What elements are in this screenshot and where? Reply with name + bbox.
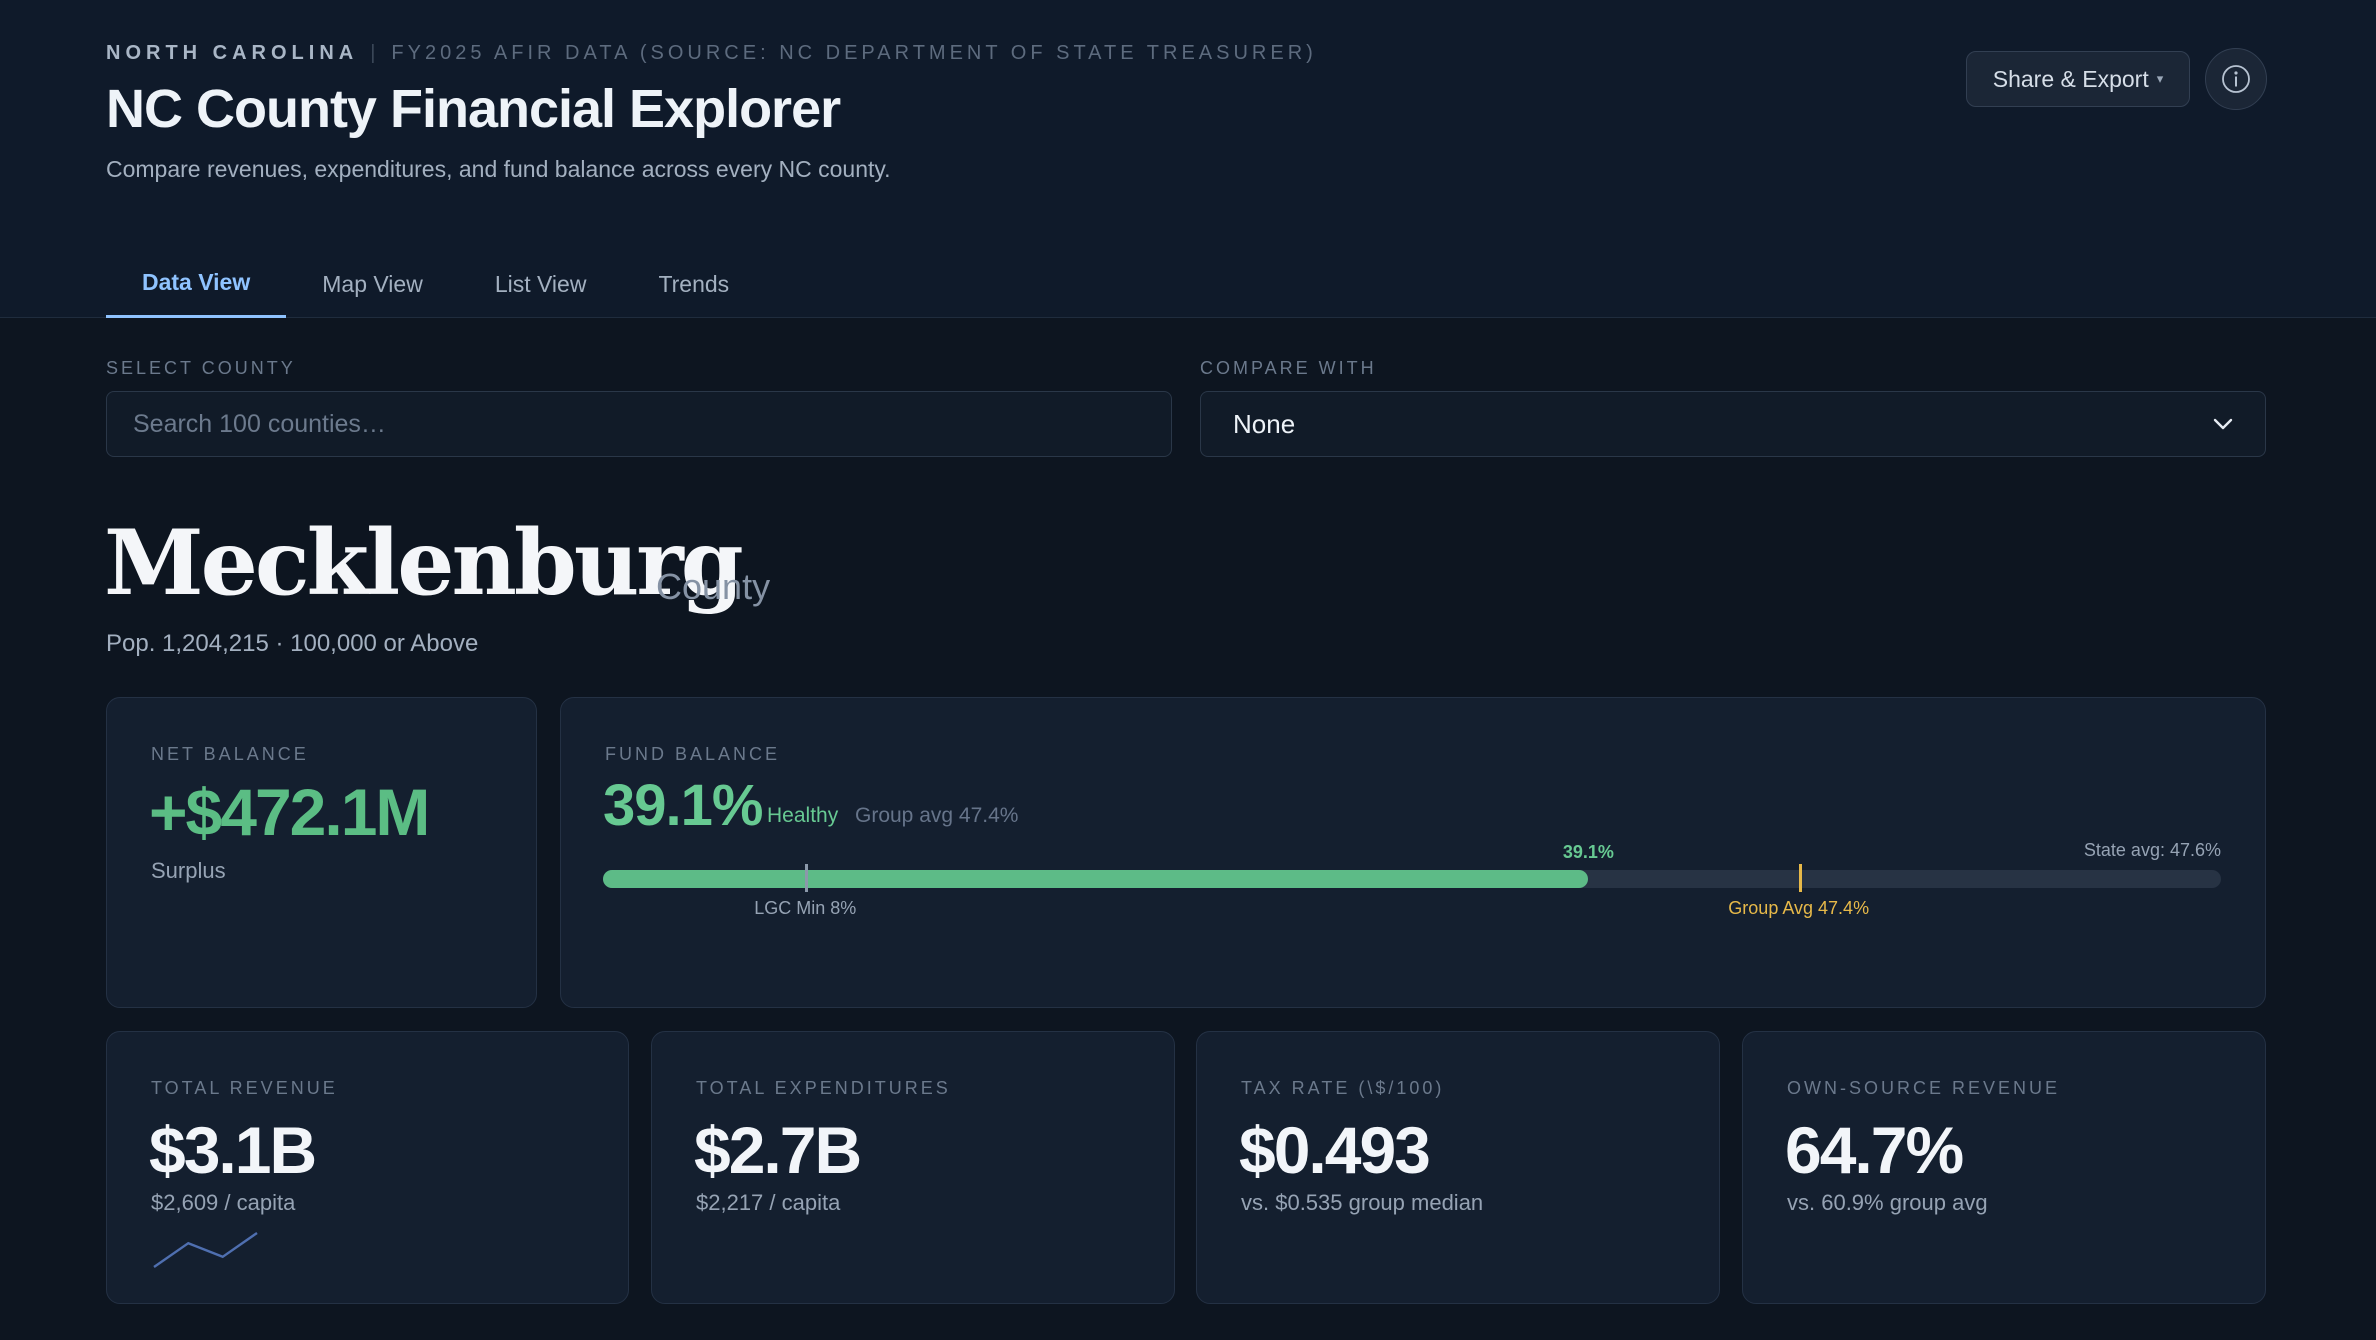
lgc-min-label: LGC Min 8% xyxy=(754,898,857,918)
view-tabs: Data View Map View List View Trends xyxy=(106,250,765,318)
tab-trends[interactable]: Trends xyxy=(658,270,730,297)
total-expenditures-value: $2.7B xyxy=(694,1113,862,1187)
chevron-down-icon: ▾ xyxy=(2156,71,2164,86)
tax-rate-value: $0.493 xyxy=(1239,1113,1431,1187)
compare-select-value: None xyxy=(1233,408,1296,439)
state-label: North Carolina xyxy=(106,42,359,64)
fund-balance-status: Healthy xyxy=(767,804,839,827)
share-export-button[interactable]: Share & Export ▾ xyxy=(1966,51,2190,107)
page-subtitle: Compare revenues, expenditures, and fund… xyxy=(106,156,891,182)
revenue-sparkline-line xyxy=(153,1232,258,1268)
net-balance-sub: Surplus xyxy=(151,858,226,883)
revenue-sparkline xyxy=(153,1232,258,1268)
county-population: Pop. 1,204,215 · 100,000 or Above xyxy=(106,630,479,657)
page-title: NC County Financial Explorer xyxy=(106,79,841,139)
net-balance-value: +$472.1M xyxy=(149,775,430,849)
info-icon xyxy=(2222,65,2250,93)
total-expenditures-sub: $2,217 / capita xyxy=(696,1190,841,1215)
compare-with-label: Compare With xyxy=(1200,358,1377,378)
total-expenditures-label: Total Expenditures xyxy=(696,1078,951,1098)
net-balance-label: Net Balance xyxy=(151,744,309,764)
total-expenditures-card: Total Expenditures $2.7B $2,217 / capita xyxy=(651,1031,1175,1304)
total-revenue-value: $3.1B xyxy=(149,1113,317,1187)
compare-select[interactable]: None xyxy=(1200,391,2266,457)
header-eyebrow: North Carolina | FY2025 AFIR Data (Source:… xyxy=(106,42,1317,65)
fund-balance-bar-fill xyxy=(603,870,1589,888)
fund-balance-fill-label: 39.1% xyxy=(1562,842,1614,862)
county-name: Mecklenburg xyxy=(104,510,744,616)
own-source-revenue-label: Own-Source Revenue xyxy=(1787,1078,2061,1098)
fund-balance-label: Fund Balance xyxy=(605,744,781,764)
eyebrow-separator: | xyxy=(370,42,380,64)
group-avg-marker-label: Group Avg 47.4% xyxy=(1728,898,1870,918)
county-search-input[interactable] xyxy=(106,391,1172,457)
tab-data-view[interactable]: Data View xyxy=(106,250,287,318)
tab-list-view[interactable]: List View xyxy=(494,270,587,297)
fund-balance-group-avg: Group avg 47.4% xyxy=(855,804,1019,827)
own-source-revenue-card: Own-Source Revenue 64.7% vs. 60.9% group… xyxy=(1742,1031,2266,1304)
total-revenue-sub: $2,609 / capita xyxy=(151,1190,296,1215)
data-source: FY2025 AFIR Data (Source: NC Department … xyxy=(391,42,1317,64)
own-source-revenue-sub: vs. 60.9% group avg xyxy=(1787,1190,1988,1215)
fund-balance-bar-track xyxy=(603,870,2221,888)
net-balance-card: Net Balance +$472.1M Surplus xyxy=(106,697,537,1008)
tax-rate-card: Tax Rate (\$/100) $0.493 vs. $0.535 grou… xyxy=(1196,1031,1720,1304)
total-revenue-label: Total Revenue xyxy=(151,1078,338,1098)
fund-balance-value: 39.1% xyxy=(603,773,763,838)
fund-balance-card: Fund Balance 39.1% Healthy Group avg 47.… xyxy=(560,697,2266,1008)
state-average-label: State avg: 47.6% xyxy=(2083,840,2221,860)
total-revenue-card: Total Revenue $3.1B $2,609 / capita xyxy=(106,1031,629,1304)
chevron-down-icon xyxy=(2213,418,2233,430)
tab-map-view[interactable]: Map View xyxy=(322,270,423,297)
share-export-label: Share & Export xyxy=(1992,65,2149,92)
tax-rate-sub: vs. $0.535 group median xyxy=(1241,1190,1484,1215)
group-avg-marker xyxy=(1798,864,1802,892)
select-county-label: Select County xyxy=(106,358,296,378)
tax-rate-label: Tax Rate (\$/100) xyxy=(1241,1078,1445,1098)
lgc-min-marker xyxy=(805,864,809,892)
info-button[interactable] xyxy=(2205,48,2267,110)
own-source-revenue-value: 64.7% xyxy=(1785,1113,1964,1187)
county-suffix: County xyxy=(656,566,771,607)
